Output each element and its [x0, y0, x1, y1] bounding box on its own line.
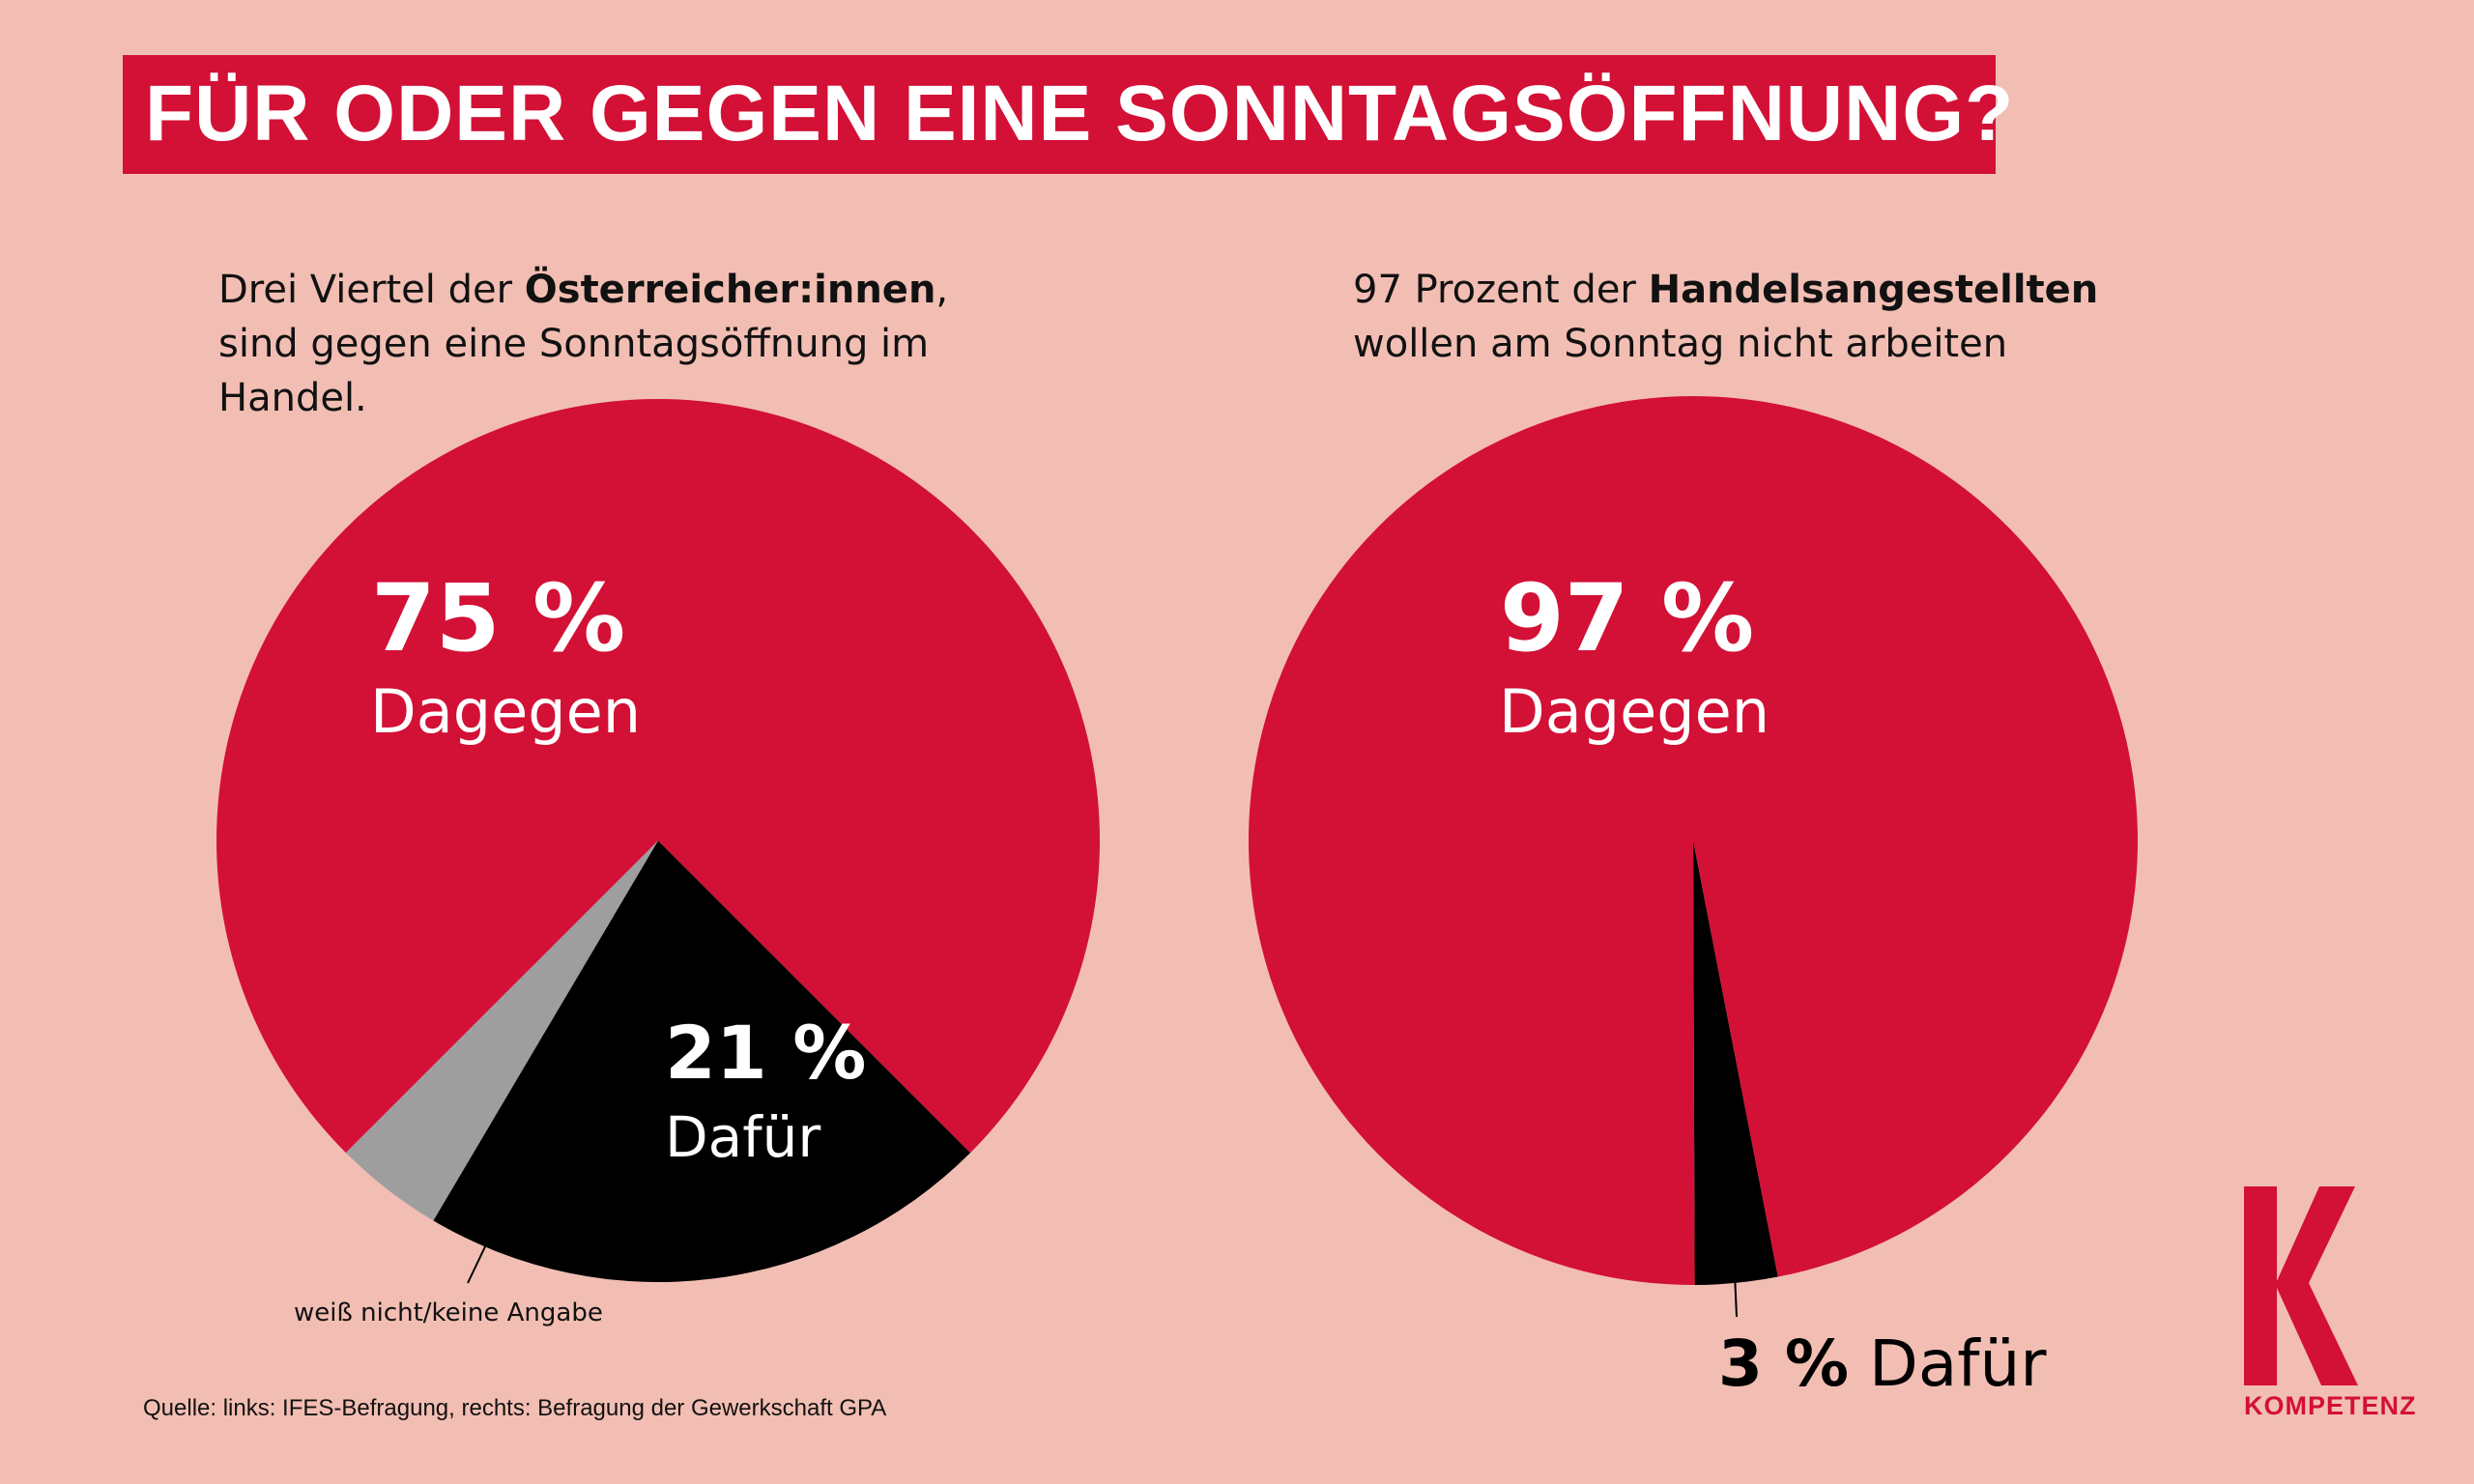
- left-subtitle-comma: ,: [935, 268, 949, 312]
- page-title: FÜR ODER GEGEN EINE SONNTAGSÖFFNUNG?: [145, 70, 2015, 157]
- left-pie-slice-dafuer: [433, 841, 971, 1282]
- left-subtitle-line3: Handel.: [218, 376, 367, 420]
- left-chart-subtitle: Drei Viertel der Österreicher:innen, sin…: [218, 263, 948, 425]
- right-dafuer-value: 3 %: [1718, 1327, 1850, 1401]
- left-unknown-annotation: weiß nicht/keine Angabe: [294, 1298, 603, 1327]
- left-pie-chart: [216, 399, 1100, 1282]
- right-dagegen-label: Dagegen: [1499, 676, 1770, 747]
- left-dagegen-label: Dagegen: [370, 676, 642, 747]
- right-chart-subtitle: 97 Prozent der Handelsangestellten wolle…: [1353, 263, 2098, 371]
- right-pie-slice-dagegen: [1248, 395, 2138, 1286]
- right-dafuer-callout: 3 % Dafür: [1718, 1326, 2046, 1403]
- right-dafuer-label: Dafür: [1869, 1327, 2047, 1401]
- right-annotation-leader-line: [1734, 1272, 1738, 1318]
- left-pie-slice-dagegen: [216, 399, 1100, 1154]
- right-subtitle-text: 97 Prozent der: [1353, 268, 1649, 312]
- logo-text: KOMPETENZ: [2244, 1391, 2417, 1420]
- source-note: Quelle: links: IFES-Befragung, rechts: B…: [143, 1395, 887, 1421]
- left-annotation-leader-line: [467, 1240, 489, 1284]
- kompetenz-logo-icon: [2244, 1186, 2358, 1385]
- right-pie-slice-dafuer: [1693, 841, 1778, 1285]
- right-pie-chart: [1248, 395, 2138, 1286]
- left-dafuer-value: 21 %: [665, 1010, 867, 1096]
- title-banner: [123, 55, 1996, 174]
- right-subtitle-bold: Handelsangestellten: [1648, 268, 2099, 312]
- left-unknown-value: 4%: [454, 1156, 533, 1210]
- left-dagegen-value: 75 %: [371, 564, 626, 672]
- left-subtitle-line2: sind gegen eine Sonntagsöffnung im: [218, 322, 930, 366]
- left-dafuer-label: Dafür: [665, 1104, 821, 1170]
- left-pie-slice-unknown: [345, 841, 658, 1221]
- right-subtitle-line2: wollen am Sonntag nicht arbeiten: [1353, 322, 2008, 366]
- left-subtitle-bold: Österreicher:innen: [524, 268, 936, 312]
- left-subtitle-text: Drei Viertel der: [218, 268, 525, 312]
- right-dagegen-value: 97 %: [1500, 564, 1755, 672]
